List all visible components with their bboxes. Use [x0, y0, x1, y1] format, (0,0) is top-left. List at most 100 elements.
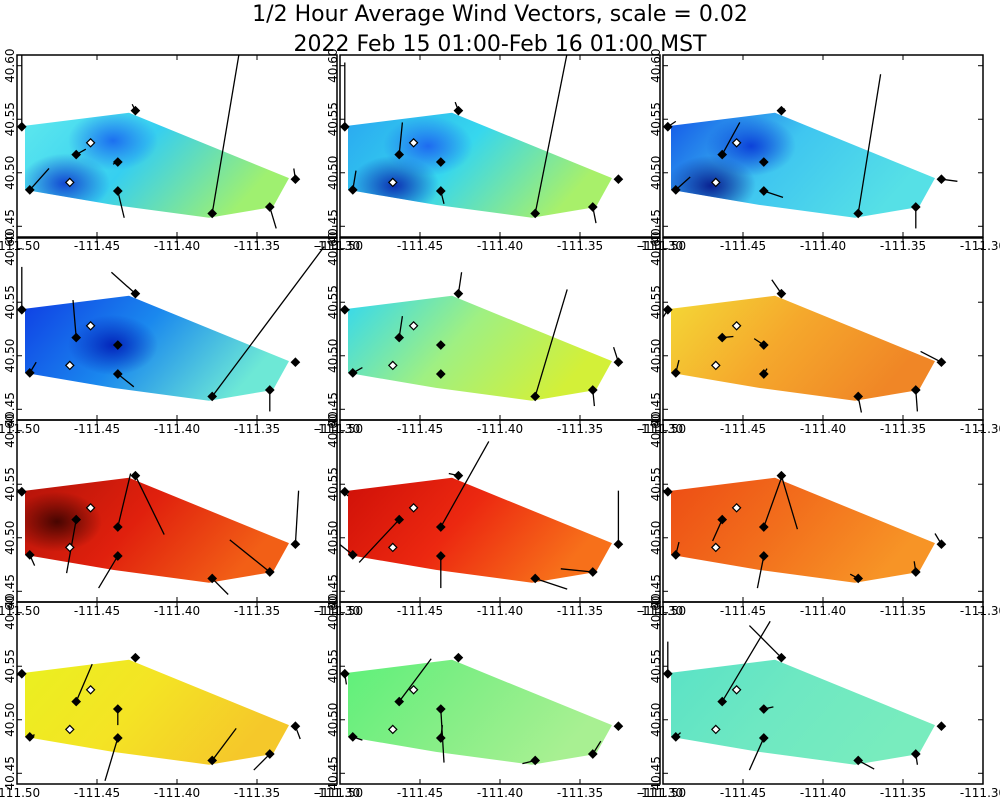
wind-vector: [780, 475, 799, 530]
y-tick-label: 40.60: [3, 49, 17, 83]
panel-10: -111.50-111.45-111.40-111.35-111.3040.45…: [0, 596, 360, 800]
station-marker: [530, 208, 541, 219]
x-tick-label: -111.50: [0, 786, 40, 800]
wind-vector: [712, 519, 723, 542]
wind-vector: [294, 490, 300, 545]
panel-9: -111.50-111.45-111.40-111.35-111.3040.45…: [640, 414, 1000, 618]
y-tick-label: 40.45: [3, 209, 17, 243]
station-marker: [387, 360, 398, 371]
station-marker: [776, 288, 787, 299]
wind-vector: [229, 539, 271, 573]
y-tick-label: 40.60: [649, 49, 663, 83]
station-marker: [435, 369, 446, 379]
x-tick-label: -111.50: [0, 604, 40, 618]
station-marker: [264, 567, 275, 577]
y-tick-label: 40.55: [649, 649, 663, 683]
station-marker: [207, 573, 218, 584]
wind-vector: [398, 122, 404, 155]
field-extremum: [383, 116, 473, 176]
y-tick-label: 40.55: [3, 102, 17, 136]
x-tick-label: -111.30: [314, 786, 360, 800]
wind-vector: [748, 625, 782, 659]
wind-vector: [211, 55, 240, 214]
station-marker: [453, 470, 464, 481]
station-marker: [663, 304, 673, 315]
station-marker: [717, 514, 728, 525]
station-marker: [587, 202, 598, 212]
station-marker: [435, 551, 446, 561]
station-marker: [453, 288, 464, 299]
chart-subtitle: 2022 Feb 15 01:00-Feb 16 01:00 MST: [293, 32, 707, 57]
x-tick-label: -111.40: [800, 422, 846, 436]
y-tick-label: 40.60: [326, 232, 340, 266]
station-marker: [340, 486, 350, 497]
station-marker: [587, 385, 598, 395]
station-marker: [758, 704, 769, 714]
x-tick-label: -111.50: [640, 786, 686, 800]
panel-8: -111.50 -111.45 -111.40 -111.35 -111.3040.45…: [317, 414, 683, 618]
y-tick-label: 40.45: [326, 392, 340, 426]
station-marker: [717, 332, 728, 343]
wind-vector: [98, 555, 119, 589]
wind-vector: [29, 168, 50, 191]
station-marker: [710, 177, 721, 188]
y-tick-label: 40.50: [3, 339, 17, 373]
station-marker: [776, 105, 787, 116]
station-marker: [587, 749, 598, 759]
x-tick-label: -111.40: [477, 786, 523, 800]
station-marker: [435, 704, 446, 714]
station-marker: [587, 567, 598, 577]
station-marker: [387, 724, 398, 735]
station-marker: [710, 542, 721, 553]
interpolated-field: [671, 477, 935, 583]
x-tick-label: -111.30: [960, 239, 1000, 253]
x-tick-label: -111.45: [397, 239, 443, 253]
panel-2: -111.50 -111.45 -111.40 -111.35 -111.3040.45…: [317, 49, 683, 253]
station-marker: [340, 121, 350, 132]
station-marker: [910, 567, 921, 577]
station-marker: [758, 340, 769, 350]
panel-12: -111.50-111.45-111.40-111.35-111.3040.45…: [640, 596, 1000, 800]
y-tick-label: 40.50: [326, 339, 340, 373]
station-marker: [758, 369, 769, 379]
field-extremum: [706, 116, 796, 176]
x-tick-label: -111.35: [557, 604, 603, 618]
station-marker: [435, 340, 446, 350]
station-marker: [394, 514, 405, 525]
x-tick-label: -111.35: [880, 239, 926, 253]
station-marker: [453, 652, 464, 663]
x-tick-label: -111.35: [234, 239, 280, 253]
wind-vector: [110, 271, 136, 295]
y-tick-label: 40.55: [3, 467, 17, 501]
y-tick-label: 40.60: [649, 596, 663, 630]
x-tick-label: -111.40: [800, 239, 846, 253]
x-tick-label: -111.40: [800, 786, 846, 800]
station-marker: [207, 208, 218, 219]
interpolated-field: [671, 659, 935, 765]
station-marker: [758, 551, 769, 561]
station-marker: [394, 332, 405, 343]
wind-vector: [857, 74, 882, 214]
wind-vector: [763, 473, 784, 528]
station-marker: [112, 733, 123, 743]
station-marker: [670, 368, 681, 378]
station-marker: [613, 721, 624, 732]
station-marker: [731, 684, 742, 695]
wind-vector: [75, 663, 93, 702]
y-tick-label: 40.50: [649, 703, 663, 737]
y-tick-label: 40.50: [3, 156, 17, 190]
x-tick-label: -111.45: [720, 786, 766, 800]
station-marker: [853, 208, 864, 219]
station-marker: [853, 755, 864, 766]
station-marker: [408, 684, 419, 695]
station-marker: [910, 749, 921, 759]
x-tick-label: -111.35: [234, 604, 280, 618]
panel-4: -111.50-111.45-111.40-111.35-111.3040.45…: [0, 232, 360, 436]
x-tick-label: -111.30: [637, 786, 683, 800]
station-marker: [347, 550, 358, 560]
station-marker: [530, 391, 541, 402]
station-marker: [347, 185, 358, 195]
chart-title-block: 1/2 Hour Average Wind Vectors, scale = 0…: [0, 0, 1000, 60]
station-marker: [936, 539, 947, 550]
y-tick-label: 40.50: [3, 521, 17, 555]
